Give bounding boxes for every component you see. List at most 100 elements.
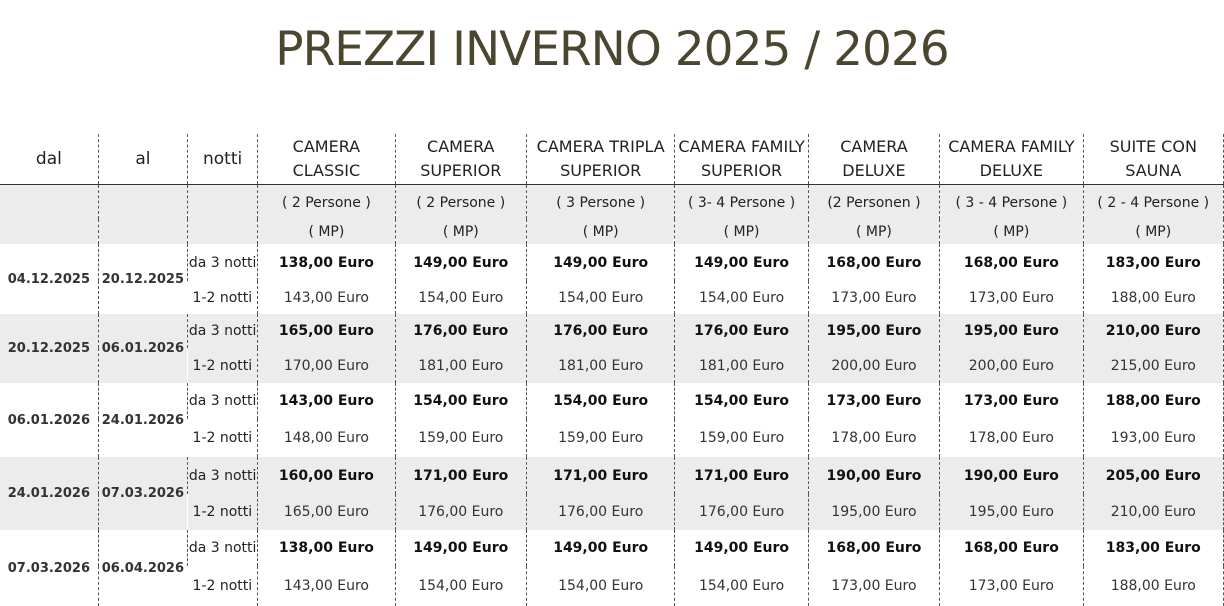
price-cell: 138,00 Euro — [257, 244, 396, 281]
empty-cell — [97, 219, 188, 244]
price-cell: 149,00 Euro — [394, 530, 527, 566]
price-cell: 159,00 Euro — [394, 419, 527, 457]
nights-cell: 1-2 notti — [187, 348, 258, 383]
room-name-line: SUITE CON — [1109, 137, 1197, 156]
table-row: 1-2 notti 143,00 Euro 154,00 Euro 154,00 Eu… — [0, 281, 1224, 314]
price-cell: 154,00 Euro — [525, 566, 675, 606]
date-to-cell: 06.04.2026 — [97, 530, 188, 606]
date-to-cell: 20.12.2025 — [97, 244, 188, 314]
price-cell: 168,00 Euro — [807, 244, 940, 281]
date-from-cell: 24.01.2026 — [0, 457, 99, 530]
table-row: 20.12.2025 06.01.2026 da 3 notti 165,00 Eur… — [0, 314, 1224, 383]
price-cell: 193,00 Euro — [1082, 419, 1224, 457]
empty-cell — [0, 184, 99, 219]
price-cell: 178,00 Euro — [807, 419, 940, 457]
price-cell: 173,00 Euro — [807, 383, 940, 419]
nights-cell: 1-2 notti — [187, 566, 258, 606]
price-cell: 148,00 Euro — [257, 419, 396, 457]
price-cell: 165,00 Euro — [257, 494, 396, 530]
price-cell: 215,00 Euro — [1082, 348, 1224, 383]
price-cell: 173,00 Euro — [939, 566, 1084, 606]
price-cell: 210,00 Euro — [1082, 494, 1224, 530]
meal-plan-cell: ( MP) — [1082, 219, 1224, 244]
price-cell: 168,00 Euro — [939, 530, 1084, 566]
date-to-cell: 07.03.2026 — [97, 457, 188, 530]
price-cell: 171,00 Euro — [674, 457, 809, 494]
price-cell: 190,00 Euro — [939, 457, 1084, 494]
date-from-cell: 04.12.2025 — [0, 244, 99, 314]
column-header-deluxe: CAMERA DELUXE — [807, 134, 940, 185]
date-to-cell: 24.01.2026 — [97, 383, 188, 457]
price-cell: 170,00 Euro — [257, 348, 396, 383]
room-name-line: DELUXE — [979, 161, 1043, 180]
room-name-line: CAMERA FAMILY — [678, 137, 805, 156]
room-name-line: DELUXE — [842, 161, 906, 180]
price-cell: 176,00 Euro — [674, 314, 809, 348]
room-name-line: CAMERA FAMILY — [948, 137, 1075, 156]
persons-cell: ( 2 - 4 Persone ) — [1082, 184, 1224, 219]
price-cell: 154,00 Euro — [525, 383, 675, 419]
nights-cell: 1-2 notti — [187, 419, 258, 457]
price-cell: 190,00 Euro — [807, 457, 940, 494]
meal-plan-cell: ( MP) — [807, 219, 940, 244]
price-cell: 200,00 Euro — [939, 348, 1084, 383]
price-cell: 160,00 Euro — [257, 457, 396, 494]
date-from-cell: 20.12.2025 — [0, 314, 99, 383]
price-cell: 154,00 Euro — [394, 281, 527, 314]
nights-cell: da 3 notti — [187, 383, 258, 419]
room-name-line: CLASSIC — [292, 161, 361, 180]
price-cell: 165,00 Euro — [257, 314, 396, 348]
price-cell: 178,00 Euro — [939, 419, 1084, 457]
column-header-family-superior: CAMERA FAMILY SUPERIOR — [674, 134, 809, 185]
table-row: 1-2 notti 165,00 Euro 176,00 Euro 176,00 Eu… — [0, 494, 1224, 530]
price-cell: 149,00 Euro — [394, 244, 527, 281]
room-name-line: SUPERIOR — [700, 161, 783, 180]
price-table: dal al notti CAMERA CLASSIC CAMERA SUPERIO… — [0, 134, 1224, 606]
price-cell: 195,00 Euro — [939, 314, 1084, 348]
table-row: 24.01.2026 07.03.2026 da 3 notti 160,00 Eur… — [0, 457, 1224, 530]
table-row: 1-2 notti 143,00 Euro 154,00 Euro 154,00 Eu… — [0, 566, 1224, 606]
price-cell: 188,00 Euro — [1082, 383, 1224, 419]
column-header-dal: dal — [0, 134, 99, 185]
price-cell: 181,00 Euro — [394, 348, 527, 383]
header-row: dal al notti CAMERA CLASSIC CAMERA SUPERIO… — [0, 134, 1224, 185]
date-from-cell: 07.03.2026 — [0, 530, 99, 606]
room-name-line: CAMERA TRIPLA — [536, 137, 665, 156]
price-cell: 143,00 Euro — [257, 566, 396, 606]
price-cell: 176,00 Euro — [394, 314, 527, 348]
price-cell: 154,00 Euro — [674, 566, 809, 606]
price-cell: 183,00 Euro — [1082, 244, 1224, 281]
column-header-classic: CAMERA CLASSIC — [257, 134, 396, 185]
price-cell: 188,00 Euro — [1082, 281, 1224, 314]
room-name-line: CAMERA — [292, 137, 361, 156]
nights-cell: da 3 notti — [187, 314, 258, 348]
price-cell: 173,00 Euro — [807, 566, 940, 606]
price-cell: 154,00 Euro — [674, 281, 809, 314]
room-name-line: SUPERIOR — [560, 161, 642, 180]
persons-cell: (2 Personen ) — [807, 184, 940, 219]
price-cell: 154,00 Euro — [394, 383, 527, 419]
persons-cell: ( 3 Persone ) — [525, 184, 675, 219]
price-cell: 195,00 Euro — [939, 494, 1084, 530]
meal-plan-cell: ( MP) — [674, 219, 809, 244]
price-cell: 210,00 Euro — [1082, 314, 1224, 348]
price-cell: 200,00 Euro — [807, 348, 940, 383]
price-cell: 149,00 Euro — [674, 530, 809, 566]
period-rows: 04.12.2025 20.12.2025 da 3 notti 138,00 Eur… — [0, 244, 1224, 606]
column-header-al: al — [97, 134, 188, 185]
table-row: 04.12.2025 20.12.2025 da 3 notti 138,00 Eur… — [0, 244, 1224, 314]
table-row: 1-2 notti 148,00 Euro 159,00 Euro 159,00 Eu… — [0, 419, 1224, 457]
column-header-superior: CAMERA SUPERIOR — [394, 134, 527, 185]
table-row: 06.01.2026 24.01.2026 da 3 notti 143,00 Eur… — [0, 383, 1224, 457]
price-cell: 149,00 Euro — [525, 244, 675, 281]
page-title: PREZZI INVERNO 2025 / 2026 — [275, 22, 949, 77]
price-cell: 154,00 Euro — [525, 281, 675, 314]
room-name-line: SUPERIOR — [420, 161, 502, 180]
price-cell: 173,00 Euro — [939, 383, 1084, 419]
room-name-line: SAUNA — [1125, 161, 1182, 180]
column-header-suite-sauna: SUITE CON SAUNA — [1082, 134, 1224, 185]
empty-cell — [187, 219, 258, 244]
meal-plan-row: ( MP) ( MP) ( MP) ( MP) ( MP) ( MP) ( MP… — [0, 219, 1224, 244]
column-header-tripla-superior: CAMERA TRIPLA SUPERIOR — [525, 134, 675, 185]
table-row: 1-2 notti 170,00 Euro 181,00 Euro 181,00 Eu… — [0, 348, 1224, 383]
